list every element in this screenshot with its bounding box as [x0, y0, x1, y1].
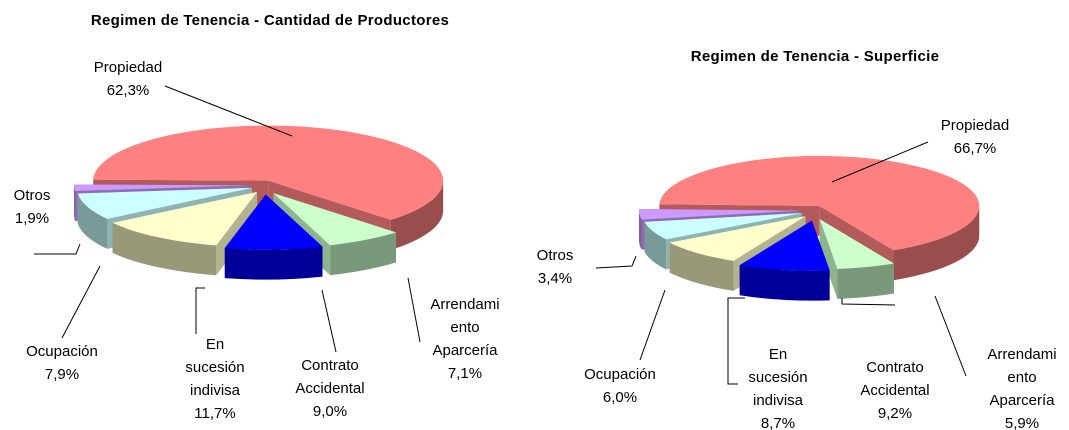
slice-wall [819, 219, 838, 299]
slice-label: ento [450, 319, 479, 336]
value-label: 9,0% [313, 403, 347, 420]
slice-side [77, 193, 108, 249]
value-label: 7,9% [45, 366, 79, 383]
slice-label: Contrato [866, 359, 924, 376]
slice-side [893, 205, 980, 281]
slice-label: Aparcería [432, 342, 498, 359]
slice-label: Aparcería [989, 392, 1055, 409]
slice-side [739, 265, 830, 301]
slice-side [330, 232, 397, 276]
leader-line [195, 287, 205, 334]
slice-label: ento [1007, 369, 1036, 386]
slice-label: sucesión [185, 359, 244, 376]
slice [644, 213, 802, 240]
slice-side [837, 263, 894, 299]
slice-label: Ocupación [584, 366, 656, 383]
leader-line [934, 295, 967, 377]
slice-side [112, 222, 217, 276]
value-label: 7,1% [448, 365, 482, 382]
leader-line [61, 265, 101, 339]
slice-label: indivisa [190, 382, 241, 399]
slice-label: En [206, 336, 224, 353]
chart-title: Regimen de Tenencia - Cantidad de Produc… [90, 12, 450, 29]
slice-side [74, 185, 75, 222]
slice-label: Arrendami [430, 296, 499, 313]
slice [112, 191, 258, 246]
slice [77, 187, 252, 219]
value-label: 9,2% [878, 405, 912, 422]
value-label: 6,0% [603, 389, 637, 406]
slice-side [224, 246, 323, 280]
slice [669, 216, 806, 261]
slice-label: Ocupación [26, 343, 98, 360]
slice [273, 193, 397, 246]
slice-side [639, 210, 642, 250]
slice-label: Accidental [860, 382, 929, 399]
leader-line [321, 289, 337, 353]
leader-line [831, 141, 929, 183]
leader-line [727, 297, 745, 385]
value-label: 66,7% [954, 140, 997, 157]
leader-line [164, 85, 293, 137]
slice-label: Propiedad [94, 59, 162, 76]
value-label: 1,9% [15, 210, 49, 227]
slice-label: Contrato [301, 357, 359, 374]
slice [74, 184, 250, 192]
chart-title: Regimen de Tenencia - Superficie [690, 48, 940, 65]
slice [659, 155, 980, 251]
slice-label: Accidental [295, 380, 364, 397]
leader-line [595, 255, 637, 269]
value-label: 11,7% [194, 405, 235, 422]
leader-line [407, 277, 421, 343]
slice [639, 208, 800, 220]
slice-label: Otros [14, 187, 51, 204]
slice [819, 219, 894, 269]
slice-side [390, 180, 444, 250]
leader-line [841, 298, 896, 306]
slice-side [644, 221, 667, 270]
value-label: 8,7% [761, 415, 795, 430]
slice [739, 220, 830, 271]
value-label: 62,3% [107, 82, 150, 99]
slice-side [669, 242, 734, 291]
slice-label: sucesión [748, 369, 807, 386]
slice-label: En [769, 346, 787, 363]
leader-line [639, 289, 666, 361]
slice-label: Otros [537, 247, 574, 264]
slice-label: indivisa [753, 392, 804, 409]
leader-line [34, 243, 81, 255]
value-label: 3,4% [538, 270, 572, 287]
value-label: 5,9% [1005, 415, 1039, 430]
slice-label: Arrendami [987, 346, 1056, 363]
slice [93, 125, 444, 220]
slice [224, 194, 323, 250]
slice-label: Propiedad [941, 117, 1009, 134]
